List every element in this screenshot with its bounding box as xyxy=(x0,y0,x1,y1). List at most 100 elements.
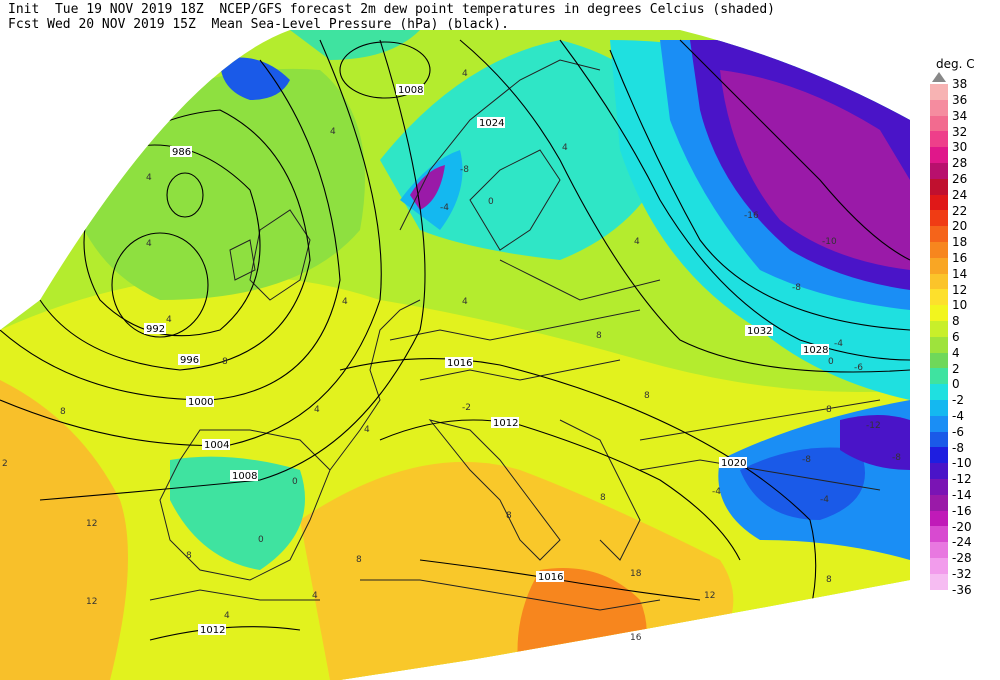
isobar-label: 986 xyxy=(170,146,192,158)
contour-label: 4 xyxy=(312,591,318,601)
legend-swatch xyxy=(930,526,948,543)
legend-swatch xyxy=(930,321,948,337)
contour-label: -8 xyxy=(460,165,469,175)
legend-swatch xyxy=(930,352,948,369)
legend-swatch xyxy=(930,131,948,148)
contour-label: 8 xyxy=(356,555,362,565)
contour-label: 4 xyxy=(342,297,348,307)
legend-label: 28 xyxy=(952,156,968,171)
legend-label: -10 xyxy=(952,456,972,471)
legend-label: -24 xyxy=(952,535,972,550)
legend-label: 32 xyxy=(952,124,968,139)
contour-label: 12 xyxy=(704,591,715,601)
contour-label: -4 xyxy=(820,495,829,505)
contour-label: -16 xyxy=(744,211,759,221)
legend-swatch xyxy=(930,431,948,448)
legend-label: 14 xyxy=(952,266,968,281)
contour-label: 8 xyxy=(644,391,650,401)
legend-label: 36 xyxy=(952,93,968,107)
legend-swatch xyxy=(930,573,948,590)
legend-label: 4 xyxy=(952,345,960,360)
contour-label: 4 xyxy=(634,237,640,247)
isobar-label: 1008 xyxy=(396,84,424,96)
contour-label: 16 xyxy=(630,633,642,643)
isobar-label: 1024 xyxy=(477,117,505,129)
isobar-label: 1012 xyxy=(198,624,226,636)
legend-swatch xyxy=(930,400,948,416)
legend-label: 22 xyxy=(952,203,968,218)
legend-swatch xyxy=(930,510,948,527)
legend-label: -20 xyxy=(952,519,972,534)
isobar-label: 1016 xyxy=(445,357,473,369)
legend-label: 16 xyxy=(952,251,968,265)
contour-label: 8 xyxy=(506,511,512,521)
contour-label: 8 xyxy=(222,357,228,367)
legend-label: 10 xyxy=(952,298,968,313)
contour-label: 8 xyxy=(826,405,832,415)
svg-text:1008: 1008 xyxy=(232,471,257,482)
legend-label: -28 xyxy=(952,551,972,566)
contour-label: 12 xyxy=(86,519,97,529)
svg-text:1012: 1012 xyxy=(493,418,518,429)
legend-label: -4 xyxy=(952,409,964,423)
legend-label: -36 xyxy=(952,582,972,597)
svg-text:992: 992 xyxy=(146,324,165,335)
legend-label: 34 xyxy=(952,108,968,123)
isobar-label: 1032 xyxy=(745,325,773,337)
contour-label: -12 xyxy=(866,421,881,431)
contour-label: 8 xyxy=(596,331,602,341)
contour-label: 0 xyxy=(258,535,264,545)
isobar-label: 996 xyxy=(178,354,200,366)
contour-label: 4 xyxy=(224,611,230,621)
legend-label: 24 xyxy=(952,187,968,202)
legend-swatch xyxy=(930,115,948,132)
svg-text:986: 986 xyxy=(172,147,191,158)
legend-overflow-arrow-icon xyxy=(932,72,946,82)
legend-swatch xyxy=(930,542,948,559)
legend-swatch xyxy=(930,178,948,195)
svg-text:1020: 1020 xyxy=(721,458,746,469)
isobar-label: 1020 xyxy=(719,457,747,469)
contour-label: -8 xyxy=(892,453,901,463)
contour-label: -10 xyxy=(822,237,837,247)
svg-text:1024: 1024 xyxy=(479,118,504,129)
contour-label: -4 xyxy=(834,339,843,349)
legend-label: 20 xyxy=(952,219,968,234)
svg-text:1016: 1016 xyxy=(538,572,563,583)
isobar-label: 1016 xyxy=(536,571,564,583)
isobar-label: 1028 xyxy=(801,344,829,356)
legend-label: 30 xyxy=(952,140,968,155)
contour-label: 0 xyxy=(292,477,298,487)
contour-label: 8 xyxy=(186,551,192,561)
contour-label: 4 xyxy=(462,297,468,307)
legend-swatch xyxy=(930,494,948,511)
isobar-label: 1008 xyxy=(230,470,258,482)
contour-label: 4 xyxy=(330,127,336,137)
isobar-label: 1012 xyxy=(491,417,519,429)
contour-label: -4 xyxy=(440,203,449,213)
legend-title: deg. C xyxy=(936,57,975,71)
legend-swatch xyxy=(930,147,948,164)
svg-text:1008: 1008 xyxy=(398,85,423,96)
legend-swatch xyxy=(930,305,948,322)
contour-label: 2 xyxy=(2,459,8,469)
contour-label: 18 xyxy=(630,569,642,579)
legend-swatch xyxy=(930,289,948,306)
legend-label: 0 xyxy=(952,377,960,392)
contour-label: 4 xyxy=(562,143,568,153)
isobar-label: 992 xyxy=(144,323,166,335)
contour-label: -2 xyxy=(462,403,471,413)
legend-swatch xyxy=(930,479,948,495)
contour-label: 4 xyxy=(364,425,370,435)
header-line-init: Init Tue 19 NOV 2019 18Z NCEP/GFS foreca… xyxy=(8,2,776,17)
legend-swatch xyxy=(930,194,948,211)
legend-swatch xyxy=(930,447,948,464)
contour-label: -8 xyxy=(792,283,801,293)
legend-swatch xyxy=(930,84,948,100)
svg-text:1004: 1004 xyxy=(204,440,229,451)
legend-swatch xyxy=(930,558,948,574)
contour-label: -4 xyxy=(712,487,721,497)
contour-label: -6 xyxy=(854,363,863,373)
contour-label: 12 xyxy=(86,597,97,607)
legend-label: -32 xyxy=(952,567,972,581)
